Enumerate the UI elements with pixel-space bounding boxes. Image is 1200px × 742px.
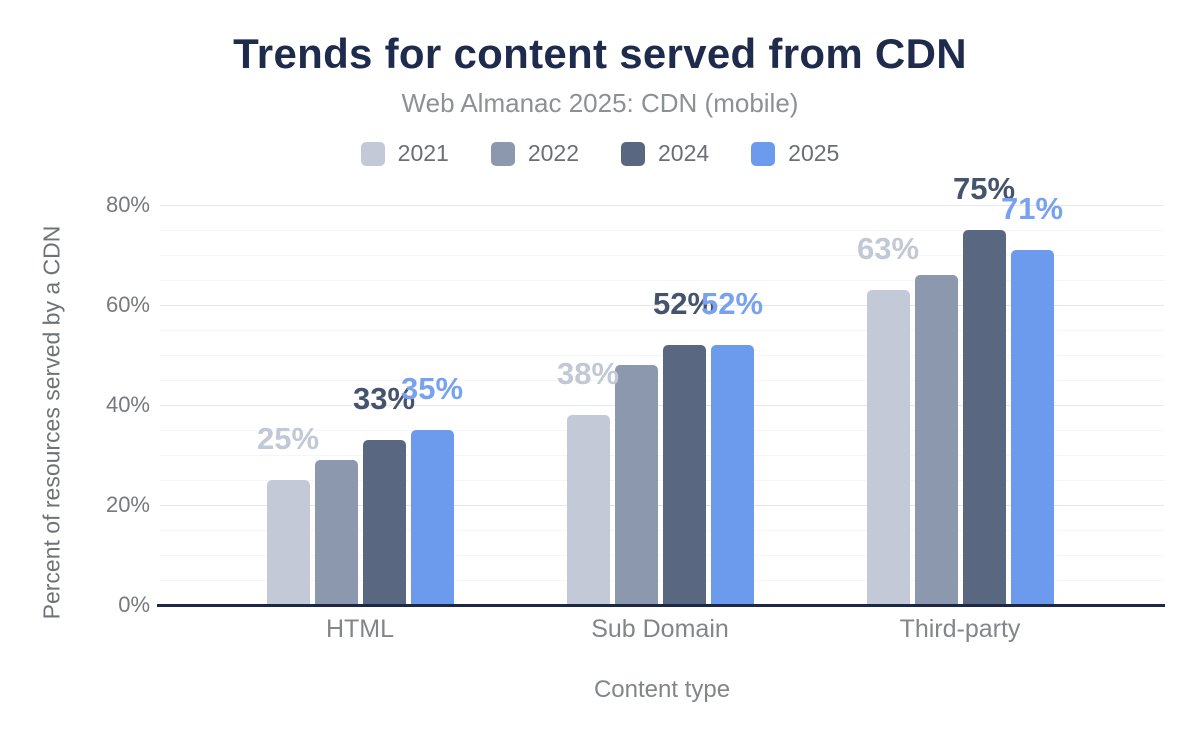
legend-item-2022[interactable]: 2022 xyxy=(490,140,579,167)
bar-label-2025-html: 35% xyxy=(400,371,464,406)
gridline-65 xyxy=(160,280,1164,281)
bar-2024-third-party[interactable] xyxy=(962,230,1006,605)
gridline-30 xyxy=(160,455,1164,456)
gridline-55 xyxy=(160,330,1164,331)
bar-2022-sub-domain[interactable] xyxy=(614,365,658,605)
bar-2021-html[interactable] xyxy=(266,480,310,605)
gridline-60 xyxy=(160,305,1164,306)
bar-2024-html[interactable] xyxy=(362,440,406,605)
gridline-50 xyxy=(160,355,1164,356)
legend-item-2024[interactable]: 2024 xyxy=(621,140,709,167)
y-tick-80: 80% xyxy=(105,192,150,217)
legend-label-2024: 2024 xyxy=(658,140,710,166)
legend-swatch-2024 xyxy=(621,141,645,166)
bar-2025-sub-domain[interactable] xyxy=(710,345,754,605)
bar-label-2021-third-party: 63% xyxy=(856,231,920,266)
bar-2021-sub-domain[interactable] xyxy=(566,415,610,605)
legend-label-2025: 2025 xyxy=(788,140,840,166)
gridline-15 xyxy=(160,530,1164,531)
gridline-70 xyxy=(160,255,1164,256)
gridline-10 xyxy=(160,555,1164,556)
legend-label-2021: 2021 xyxy=(397,140,449,166)
x-category-sub-domain: Sub Domain xyxy=(591,615,729,643)
chart-title: Trends for content served from CDN xyxy=(233,30,967,77)
bar-label-2021-sub-domain: 38% xyxy=(556,356,620,391)
gridline-5 xyxy=(160,580,1164,581)
y-axis-title: Percent of resources served by a CDN xyxy=(38,225,65,620)
y-tick-20: 20% xyxy=(105,492,150,517)
x-category-third-party: Third-party xyxy=(899,615,1021,643)
bar-label-2024-sub-domain: 52% xyxy=(652,286,716,321)
gridline-80 xyxy=(160,205,1164,206)
x-axis-title: Content type xyxy=(593,676,731,703)
plot-area: 25% 38% 63% 33% 52% 75% 35% 52% 71% xyxy=(160,173,1164,605)
bar-2022-third-party[interactable] xyxy=(914,275,958,605)
bar-label-2021-html: 25% xyxy=(256,421,320,456)
bar-label-2024-third-party: 75% xyxy=(952,171,1016,206)
legend-item-2021[interactable]: 2021 xyxy=(360,140,449,167)
bar-label-2025-third-party: 71% xyxy=(1000,191,1064,226)
gridline-20 xyxy=(160,505,1164,506)
chart-legend: 2021 2022 2024 2025 xyxy=(0,140,1200,167)
bar-2022-html[interactable] xyxy=(314,460,358,605)
legend-label-2022: 2022 xyxy=(527,140,579,166)
bar-2021-third-party[interactable] xyxy=(866,290,910,605)
bar-label-2024-html: 33% xyxy=(352,381,416,416)
gridline-40 xyxy=(160,405,1164,406)
y-tick-0: 0% xyxy=(118,592,150,617)
bar-label-2025-sub-domain: 52% xyxy=(700,286,764,321)
legend-swatch-2022 xyxy=(490,141,515,166)
legend-swatch-2025 xyxy=(751,141,776,166)
gridline-35 xyxy=(160,430,1164,431)
x-category-html: HTML xyxy=(325,615,395,643)
gridline-25 xyxy=(160,480,1164,481)
gridline-75 xyxy=(160,230,1164,231)
bar-2024-sub-domain[interactable] xyxy=(662,345,706,605)
chart-subtitle: Web Almanac 2025: CDN (mobile) xyxy=(401,88,799,118)
bar-2025-html[interactable] xyxy=(410,430,454,605)
y-tick-40: 40% xyxy=(105,392,150,417)
legend-swatch-2021 xyxy=(360,141,385,166)
gridline-45 xyxy=(160,380,1164,381)
x-axis-baseline xyxy=(157,604,1165,607)
y-tick-60: 60% xyxy=(105,292,150,317)
bar-2025-third-party[interactable] xyxy=(1010,250,1054,605)
legend-item-2025[interactable]: 2025 xyxy=(751,140,839,167)
